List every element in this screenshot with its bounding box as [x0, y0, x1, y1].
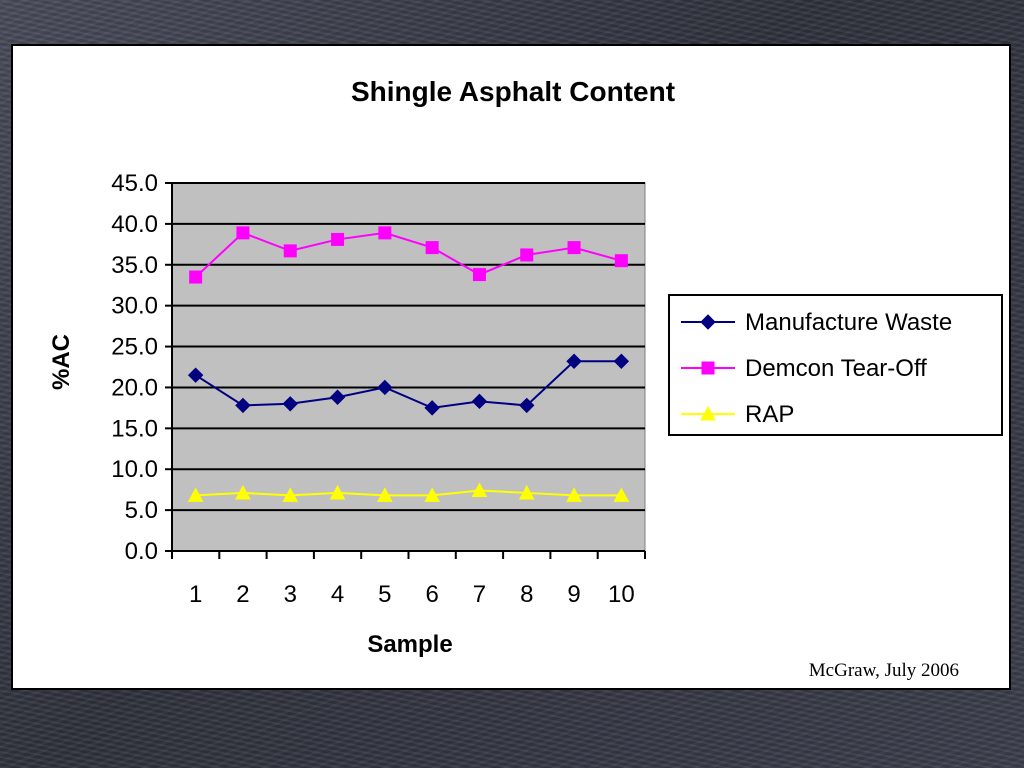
data-point: [519, 397, 535, 414]
data-point: [613, 487, 630, 502]
data-point: [567, 241, 581, 255]
data-point: [614, 254, 628, 268]
series-line: [195, 489, 622, 497]
x-tick-label: 2: [236, 581, 249, 608]
series-manufacture-waste: [187, 353, 630, 416]
data-point: [282, 487, 299, 502]
data-point: [377, 487, 393, 502]
data-point: [566, 487, 582, 502]
data-point: [282, 396, 298, 412]
x-tick-label: 9: [567, 581, 580, 608]
data-point: [331, 232, 345, 246]
y-tick-label: 15.0: [111, 415, 158, 442]
legend-label: Manufacture Waste: [745, 309, 952, 336]
y-tick-label: 5.0: [125, 497, 158, 524]
credit-text: McGraw, July 2006: [809, 660, 959, 681]
line-chart: Shingle Asphalt Content Sample %AC McGra…: [48, 76, 1003, 681]
series-demcon-tear-off: [189, 226, 628, 284]
x-tick-label: 5: [378, 581, 391, 608]
x-tick-label: 4: [331, 581, 344, 608]
data-point: [235, 484, 251, 500]
x-tick-label: 10: [608, 581, 635, 608]
data-point: [189, 270, 203, 284]
series-line: [195, 360, 622, 409]
legend-label: RAP: [745, 401, 794, 428]
x-tick-label: 7: [473, 581, 486, 608]
data-point: [518, 484, 535, 500]
chart-panel: Shingle Asphalt Content Sample %AC McGra…: [11, 44, 1011, 690]
y-axis-label: %AC: [48, 334, 75, 390]
y-tick-label: 35.0: [111, 252, 158, 279]
data-point: [520, 248, 534, 262]
y-tick-label: 10.0: [111, 456, 158, 483]
x-tick-label: 6: [425, 581, 438, 608]
data-point: [377, 379, 393, 396]
y-tick-label: 25.0: [111, 334, 158, 361]
y-tick-label: 20.0: [111, 374, 158, 401]
plot-area: [171, 182, 646, 552]
x-tick-label: 8: [520, 581, 533, 608]
legend: Manufacture Waste Demcon Tear-Off RAP: [668, 294, 1003, 436]
y-tick-label: 45.0: [111, 170, 158, 197]
data-point: [235, 397, 251, 414]
legend-marker: [701, 361, 715, 375]
x-tick-label: 1: [189, 581, 202, 608]
data-point: [283, 244, 297, 258]
legend-marker: [700, 314, 716, 330]
data-point: [187, 367, 204, 383]
x-tick-label: 3: [284, 581, 297, 608]
series-rap: [187, 482, 630, 502]
data-point: [236, 226, 250, 240]
legend-item: RAP: [681, 401, 794, 428]
legend-box: [668, 294, 1003, 436]
data-point: [472, 268, 486, 282]
data-point: [613, 353, 630, 369]
data-point: [566, 353, 582, 369]
data-point: [424, 487, 440, 502]
data-point: [424, 400, 440, 416]
legend-marker: [700, 405, 716, 421]
y-tick-label: 40.0: [111, 211, 158, 238]
data-point: [329, 389, 346, 405]
data-point: [378, 226, 392, 240]
data-point: [329, 484, 346, 500]
legend-item: Manufacture Waste: [681, 309, 952, 336]
data-point: [471, 393, 488, 410]
data-point: [425, 241, 439, 255]
legend-label: Demcon Tear-Off: [745, 355, 927, 382]
chart-title: Shingle Asphalt Content: [351, 76, 675, 107]
data-point: [187, 487, 204, 502]
x-axis-label: Sample: [367, 631, 452, 658]
series-line: [194, 231, 622, 278]
legend-item: Demcon Tear-Off: [681, 355, 927, 382]
data-point: [471, 482, 488, 497]
y-tick-label: 30.0: [111, 293, 158, 320]
y-tick-label: 0.0: [125, 538, 158, 565]
